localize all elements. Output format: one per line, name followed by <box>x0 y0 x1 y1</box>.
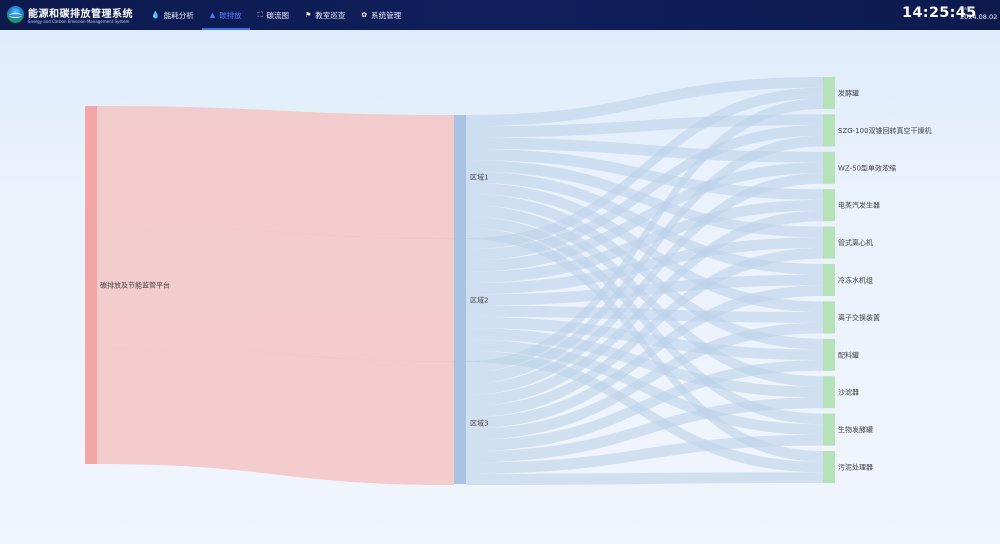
nav-item-label: 碳流图 <box>266 10 290 20</box>
gear-icon: ✿ <box>361 11 368 19</box>
flow-link-region2-device10 <box>466 339 823 435</box>
flow-link-region2-device7 <box>466 305 823 323</box>
flow-link-region1-device4 <box>466 148 823 200</box>
device-node-label-11: 污泥处理器 <box>838 463 873 472</box>
flow-link-region1-device11 <box>466 227 823 462</box>
flow-link-region3-device7 <box>466 322 823 440</box>
device-node-2 <box>823 114 835 147</box>
device-node-8 <box>823 338 835 371</box>
flow-link-region2-device8 <box>466 316 823 361</box>
nav-item-2[interactable]: ▲ 碳排放 <box>201 0 250 30</box>
system-subtitle: Energy and Carbon Emission Management Sy… <box>28 19 130 24</box>
clock-time: 14:25:45 <box>902 5 977 21</box>
flow-link-region3-device4 <box>466 210 823 407</box>
device-node-3 <box>823 151 835 184</box>
flow-link-region2-device9 <box>466 328 823 398</box>
flow-link-source-region-3 <box>97 344 454 485</box>
device-node-10 <box>823 413 835 446</box>
device-node-1 <box>823 77 835 109</box>
flow-link-region2-device3 <box>466 162 823 272</box>
region-node-label-3: 区域3 <box>470 419 488 428</box>
bar-chart-icon: ▲ <box>209 11 216 19</box>
flow-link-region1-device9 <box>466 205 823 387</box>
flow-link-region2-device5 <box>466 237 823 295</box>
flow-link-region2-device11 <box>466 350 823 473</box>
flow-link-region1-device8 <box>466 193 823 350</box>
water-drop-icon: 💧 <box>151 11 160 19</box>
flag-icon: ⚑ <box>305 11 312 19</box>
date-label: Date <box>960 6 972 12</box>
device-node-11 <box>823 451 835 483</box>
flow-link-region3-device5 <box>466 247 823 418</box>
flow-link-region3-device1 <box>466 98 823 373</box>
flow-link-region3-device9 <box>466 397 823 463</box>
flow-link-region1-device7 <box>466 182 823 313</box>
source-node-label: 碳排放及节能监管平台 <box>100 281 170 290</box>
flow-link-region1-device1 <box>466 77 823 127</box>
date-value: 2024.08.02 <box>960 13 998 21</box>
flow-link-source-region-1 <box>97 106 454 239</box>
flow-link-region1-device10 <box>466 216 823 425</box>
nav-item-label: 能耗分析 <box>163 10 194 20</box>
flow-link-region3-device3 <box>466 173 823 395</box>
device-node-label-7: 离子交换装置 <box>838 313 880 322</box>
device-node-5 <box>823 226 835 259</box>
device-node-label-8: 配料罐 <box>838 350 859 359</box>
flow-link-region2-device6 <box>466 274 823 306</box>
device-node-label-5: 管式离心机 <box>838 238 873 247</box>
device-node-4 <box>823 189 835 222</box>
device-node-6 <box>823 264 835 296</box>
source-node <box>85 106 97 464</box>
device-node-7 <box>823 301 835 334</box>
device-node-label-6: 冷冻水机组 <box>838 276 873 285</box>
region-node-label-1: 区域1 <box>470 173 488 182</box>
top-bar: 能源和碳排放管理系统 Energy and Carbon Emission Ma… <box>0 0 1000 30</box>
flow-link-region1-device6 <box>466 171 823 275</box>
device-node-label-4: 电蒸汽发生器 <box>838 201 880 210</box>
nav-item-1[interactable]: 💧 能耗分析 <box>143 0 202 30</box>
flow-link-region1-device3 <box>466 137 823 163</box>
nav-item-4[interactable]: ⚑ 教室巡查 <box>297 0 353 30</box>
region-node-1 <box>454 115 466 238</box>
device-node-9 <box>823 376 835 409</box>
globe-logo-icon <box>7 6 24 23</box>
carbon-flow-sankey: 碳排放及节能监管平台 区域1 区域2 区域3 发酵罐 SZG-100双锥回转真空干燥机 WZ… <box>85 77 932 485</box>
flow-link-region3-device10 <box>466 434 823 474</box>
nav-item-label: 教室巡查 <box>315 10 346 20</box>
nav-item-label: 系统管理 <box>371 10 402 20</box>
flow-link-region1-device5 <box>466 160 823 238</box>
main-nav: 💧 能耗分析 ▲ 碳排放 ⛶ 碳流图 ⚑ 教室巡查 ✿ 系统管理 <box>143 0 409 30</box>
region-node-2 <box>454 238 466 361</box>
flow-chart-icon: ⛶ <box>257 10 263 19</box>
device-node-label-10: 生物发酵罐 <box>838 425 873 434</box>
nav-item-5[interactable]: ✿ 系统管理 <box>353 0 409 30</box>
flow-link-region3-device11 <box>466 472 823 485</box>
flow-link-region3-device2 <box>466 135 823 384</box>
region-node-label-2: 区域2 <box>470 296 488 305</box>
flow-link-region2-device4 <box>466 199 823 284</box>
flow-link-source-region-2 <box>97 225 454 362</box>
nav-item-label: 碳排放 <box>219 10 242 20</box>
device-node-label-1: 发酵罐 <box>838 89 859 98</box>
nav-item-3[interactable]: ⛶ 碳流图 <box>250 0 297 30</box>
device-node-label-9: 沙滤器 <box>838 388 859 397</box>
region-node-3 <box>454 361 466 484</box>
device-node-label-3: WZ-50型单效浓缩 <box>838 163 896 172</box>
flow-link-region2-device2 <box>466 125 823 261</box>
flow-link-region1-device2 <box>466 114 823 138</box>
system-title: 能源和碳排放管理系统 <box>28 9 133 20</box>
flow-link-region2-device1 <box>466 87 823 250</box>
flow-link-region3-device6 <box>466 285 823 429</box>
device-node-label-2: SZG-100双锥回转真空干燥机 <box>838 126 932 135</box>
flow-link-region3-device8 <box>466 360 823 452</box>
